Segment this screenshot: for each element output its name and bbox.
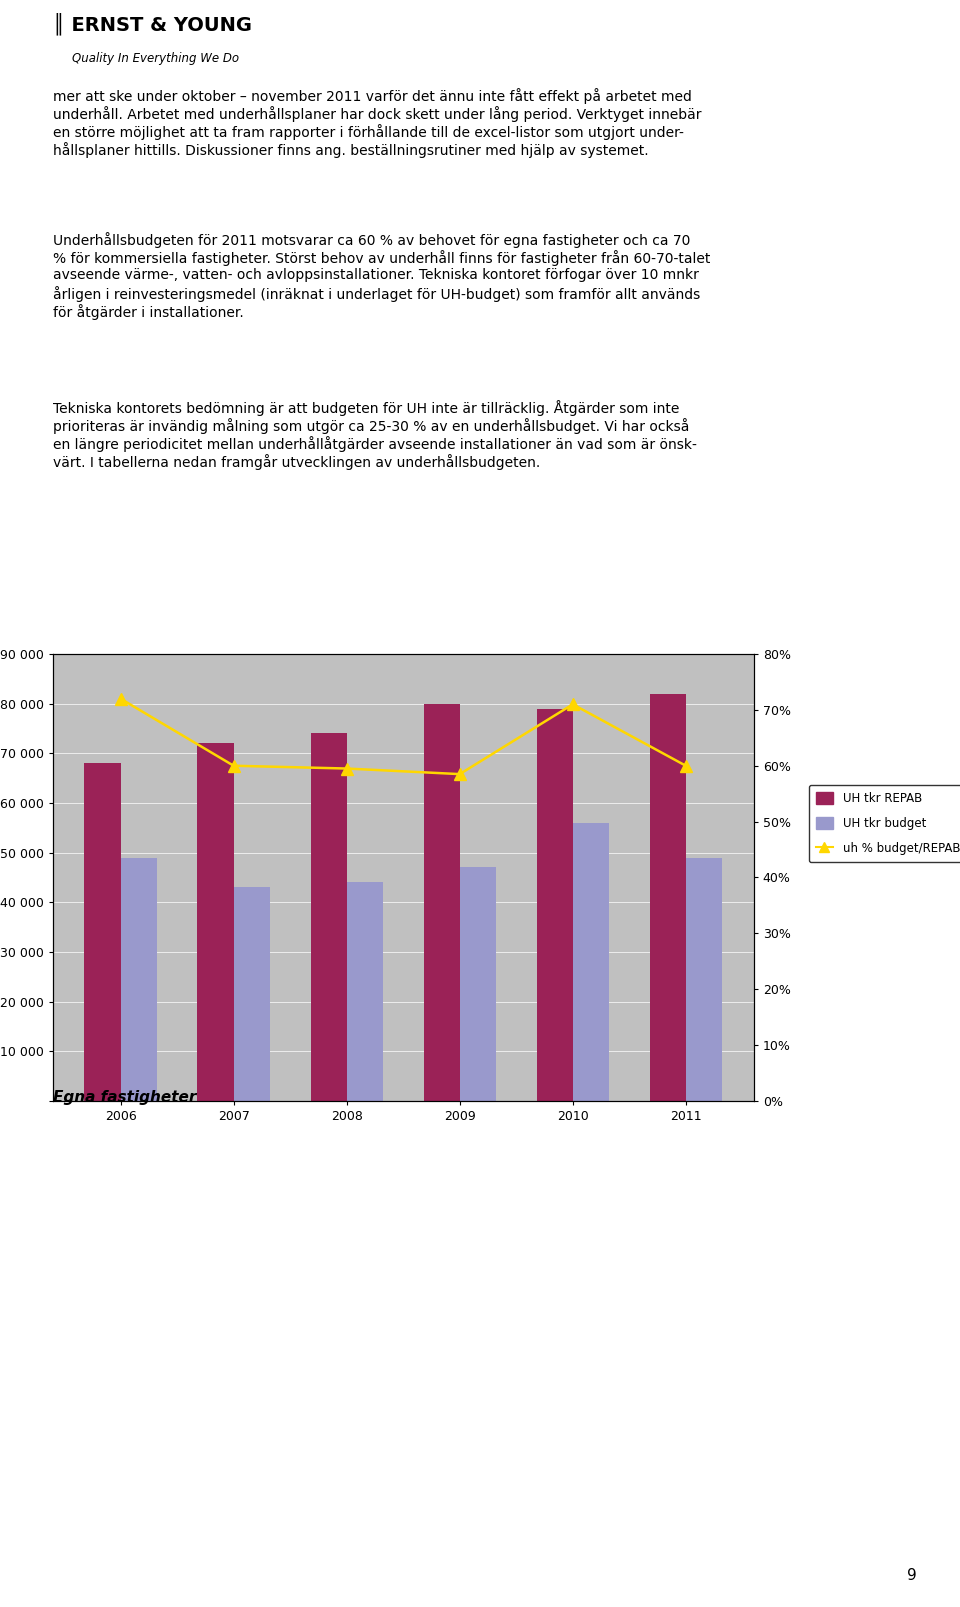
Legend: UH tkr REPAB, UH tkr budget, uh % budget/REPAB: UH tkr REPAB, UH tkr budget, uh % budget… — [808, 786, 960, 861]
Bar — [84, 763, 121, 1101]
Text: mer att ske under oktober – november 2011 varför det ännu inte fått effekt på ar: mer att ske under oktober – november 201… — [53, 88, 691, 104]
Text: prioriteras är invändig målning som utgör ca 25-30 % av en underhållsbudget. Vi : prioriteras är invändig målning som utgö… — [53, 418, 689, 434]
Text: Egna fastigheter: Egna fastigheter — [53, 1090, 196, 1106]
Bar — [573, 823, 609, 1101]
Text: en större möjlighet att ta fram rapporter i förhållande till de excel-listor som: en större möjlighet att ta fram rapporte… — [53, 124, 684, 140]
Bar — [121, 858, 156, 1101]
Bar — [233, 887, 270, 1101]
Text: Quality In Everything We Do: Quality In Everything We Do — [72, 51, 239, 64]
Text: hållsplaner hittills. Diskussioner finns ang. beställningsrutiner med hjälp av s: hållsplaner hittills. Diskussioner finns… — [53, 141, 648, 157]
Text: underhåll. Arbetet med underhållsplaner har dock skett under lång period. Verkty: underhåll. Arbetet med underhållsplaner … — [53, 106, 702, 122]
Text: 9: 9 — [907, 1568, 917, 1583]
Text: värt. I tabellerna nedan framgår utvecklingen av underhållsbudgeten.: värt. I tabellerna nedan framgår utveckl… — [53, 455, 540, 469]
Text: årligen i reinvesteringsmedel (inräknat i underlaget för UH-budget) som framför : årligen i reinvesteringsmedel (inräknat … — [53, 286, 700, 302]
Bar — [460, 868, 496, 1101]
Bar — [347, 882, 383, 1101]
Bar — [198, 744, 233, 1101]
Text: avseende värme-, vatten- och avloppsinstallationer. Tekniska kontoret förfogar ö: avseende värme-, vatten- och avloppsinst… — [53, 268, 699, 281]
Text: Underhållsbudgeten för 2011 motsvarar ca 60 % av behovet för egna fastigheter oc: Underhållsbudgeten för 2011 motsvarar ca… — [53, 231, 690, 247]
Bar — [537, 709, 573, 1101]
Text: % för kommersiella fastigheter. Störst behov av underhåll finns för fastigheter : % för kommersiella fastigheter. Störst b… — [53, 251, 710, 265]
Bar — [650, 694, 685, 1101]
Bar — [423, 704, 460, 1101]
Bar — [310, 733, 347, 1101]
Text: en längre periodicitet mellan underhållåtgärder avseende installationer än vad s: en längre periodicitet mellan underhållå… — [53, 435, 697, 452]
Text: ║ ERNST & YOUNG: ║ ERNST & YOUNG — [53, 11, 252, 35]
Bar — [685, 858, 722, 1101]
Text: Tekniska kontorets bedömning är att budgeten för UH inte är tillräcklig. Åtgärde: Tekniska kontorets bedömning är att budg… — [53, 400, 679, 416]
Text: för åtgärder i installationer.: för åtgärder i installationer. — [53, 304, 244, 320]
